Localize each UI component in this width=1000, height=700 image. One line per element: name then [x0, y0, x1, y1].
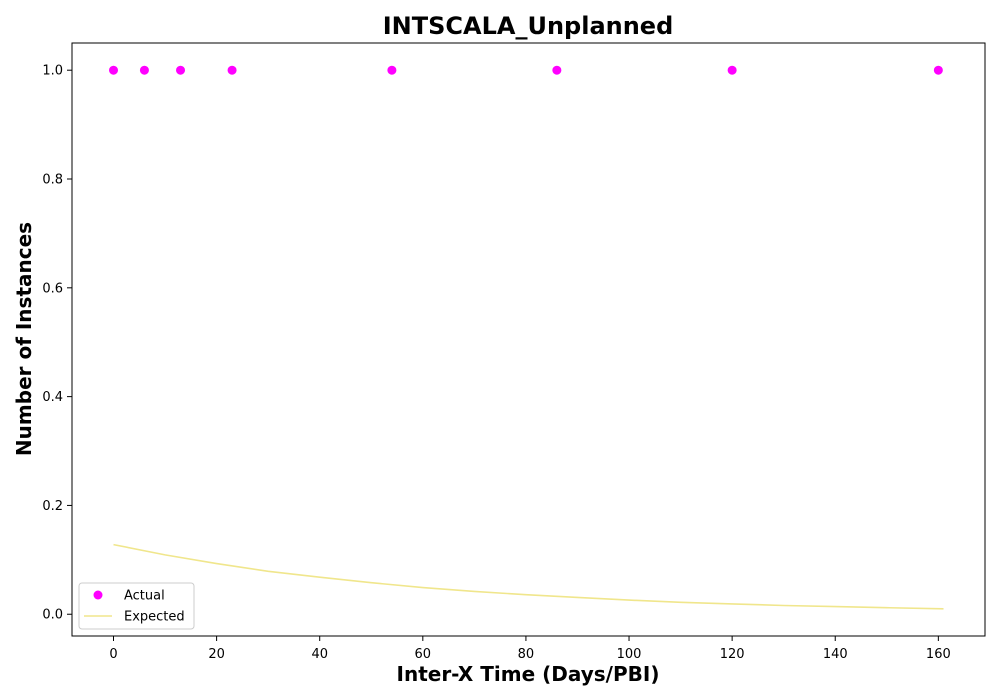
y-tick-label: 1.0	[42, 64, 63, 79]
actual-point	[139, 65, 149, 75]
actual-point	[227, 65, 237, 75]
legend-label: Expected	[124, 610, 185, 625]
y-tick-label: 0.8	[42, 173, 63, 188]
y-axis-label: Number of Instances	[12, 222, 36, 456]
x-tick-label: 40	[311, 647, 328, 662]
legend-actual-swatch	[93, 590, 103, 600]
x-tick-label: 120	[720, 647, 745, 662]
actual-point	[387, 65, 397, 75]
x-tick-label: 80	[518, 647, 535, 662]
chart-title: INTSCALA_Unplanned	[383, 12, 674, 40]
x-tick-label: 100	[617, 647, 642, 662]
plot-area: 0 20 40 60 80 100 120 140 160 0.0 0.2 0.4 0.6 0.8 1.0 A…	[42, 42, 986, 662]
expected-line	[113, 543, 944, 610]
actual-point	[933, 65, 943, 75]
actual-point	[727, 65, 737, 75]
actual-point	[552, 65, 562, 75]
x-tick-label: 60	[415, 647, 432, 662]
x-tick-label: 20	[208, 647, 225, 662]
x-axis-label: Inter-X Time (Days/PBI)	[397, 662, 660, 686]
actual-point	[176, 65, 186, 75]
legend-label: Actual	[124, 589, 165, 604]
y-tick-label: 0.2	[42, 499, 63, 514]
plot-frame	[71, 42, 986, 637]
x-tick-label: 0	[109, 647, 117, 662]
x-tick-label: 160	[926, 647, 951, 662]
y-tick-label: 0.0	[42, 608, 63, 623]
y-tick-label: 0.6	[42, 281, 63, 296]
actual-point	[109, 65, 118, 75]
x-tick-label: 140	[823, 647, 848, 662]
y-tick-label: 0.4	[42, 390, 63, 405]
legend	[78, 582, 195, 630]
